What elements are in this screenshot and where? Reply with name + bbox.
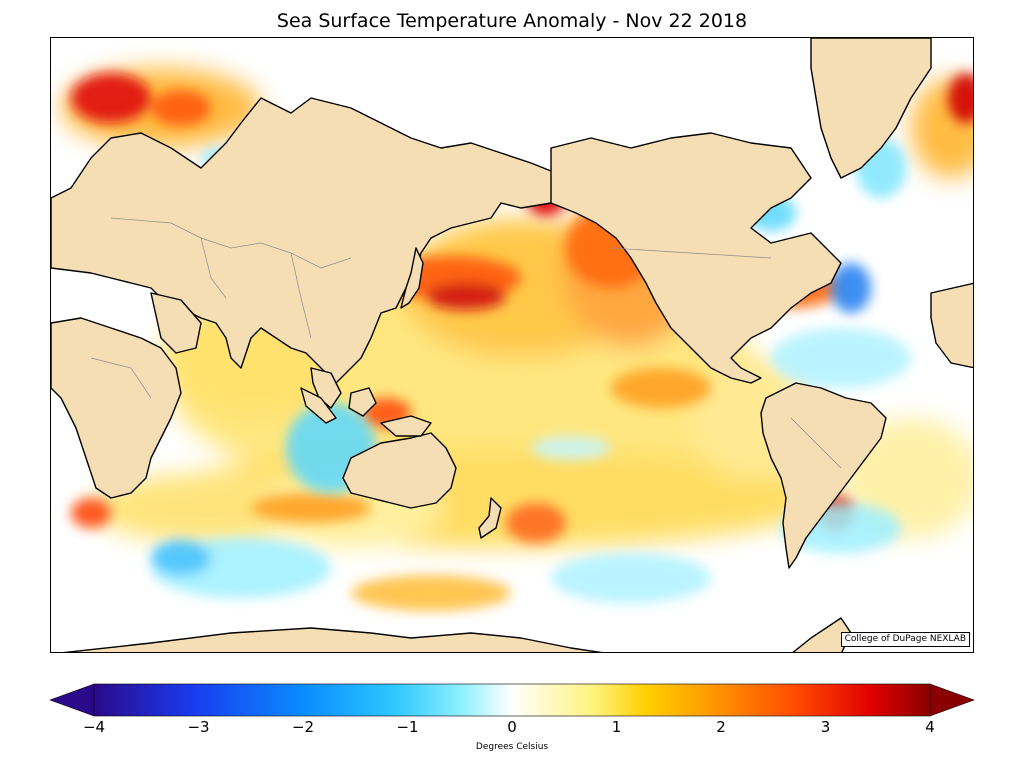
colorbar-gradient: [49, 683, 975, 717]
greenland-landmass: [810, 38, 932, 179]
north-america-landmass: [550, 132, 842, 384]
colorbar-body: [93, 683, 931, 717]
new-guinea-landmass: [380, 415, 432, 437]
indochina-landmass: [310, 367, 342, 409]
sst-anomaly-map: College of DuPage NEXLAB: [50, 37, 974, 653]
sumatra-landmass: [300, 387, 337, 424]
colorbar-tick-label: 2: [716, 718, 726, 736]
colorbar-tick-label: −4: [82, 718, 106, 736]
colorbar-tick-label: 1: [611, 718, 622, 736]
japan-landmass: [400, 247, 424, 309]
south-america-landmass: [760, 382, 887, 569]
country-borders: [90, 217, 842, 469]
colorbar: [48, 682, 976, 718]
colorbar-label: Degrees Celsius: [475, 742, 549, 752]
map-canvas: [51, 38, 973, 652]
colorbar-tick-label: 3: [820, 718, 831, 736]
colorbar-tick-label: −1: [396, 718, 419, 736]
map-title: Sea Surface Temperature Anomaly - Nov 22…: [276, 10, 748, 32]
borneo-landmass: [348, 387, 377, 417]
arabia-landmass: [150, 292, 202, 354]
antarctica-landmass: [62, 617, 852, 652]
colorbar-tick-label: 4: [925, 718, 935, 736]
colorbar-tick-label: −2: [291, 718, 315, 736]
australia-landmass: [342, 432, 457, 509]
colorbar-tick-label: −3: [187, 718, 210, 736]
colorbar-tick-labels: −4 −3 −2 −1 0 1 2 3 4: [0, 718, 1024, 738]
land-masses: [51, 38, 973, 652]
colorbar-extend-high: [929, 683, 975, 717]
colorbar-tick-label: 0: [507, 718, 517, 736]
europe-west-landmass: [930, 282, 973, 369]
africa-landmass: [51, 317, 182, 499]
credit-label: College of DuPage NEXLAB: [840, 632, 970, 647]
new-zealand-landmass: [478, 497, 502, 539]
colorbar-extend-low: [49, 683, 95, 717]
